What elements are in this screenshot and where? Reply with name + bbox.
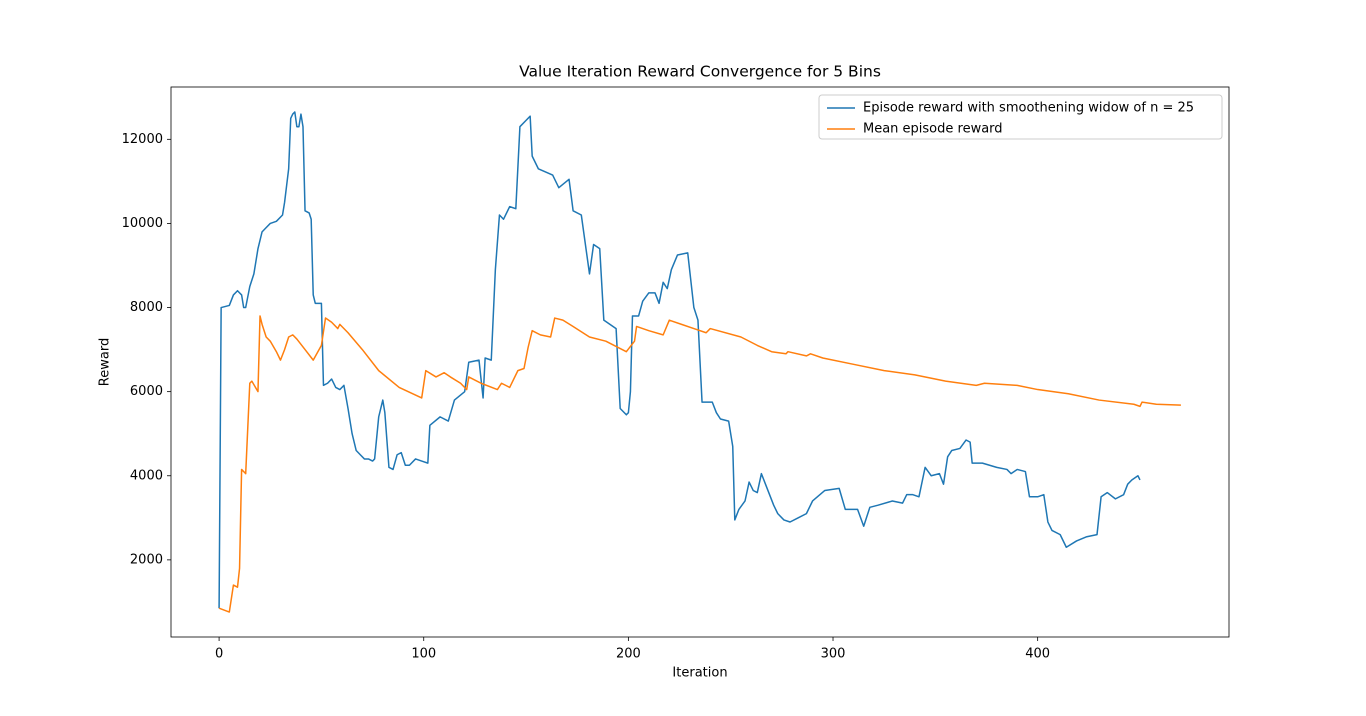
plot-frame [170,86,1230,638]
y-tick-label: 2000 [130,552,163,567]
line-series [218,315,1181,613]
x-tick-label: 400 [1025,647,1050,662]
y-tick-label: 4000 [130,468,163,483]
x-axis-label: Iteration [672,666,727,681]
chart-title: Value Iteration Reward Convergence for 5… [519,63,881,81]
line-series [218,111,1141,609]
y-tick-label: 8000 [130,300,163,315]
x-tick-label: 100 [411,647,436,662]
legend-box [818,94,1223,140]
y-axis-label: Reward [98,338,113,386]
x-tick-label: 300 [821,647,846,662]
x-tick-label: 0 [215,647,223,662]
y-tick-label: 12000 [122,132,163,147]
y-tick-label: 10000 [122,216,163,231]
y-tick-label: 6000 [130,384,163,399]
x-tick-label: 200 [616,647,641,662]
legend-label: Mean episode reward [863,122,1003,137]
legend-label: Episode reward with smoothening widow of… [863,101,1194,116]
